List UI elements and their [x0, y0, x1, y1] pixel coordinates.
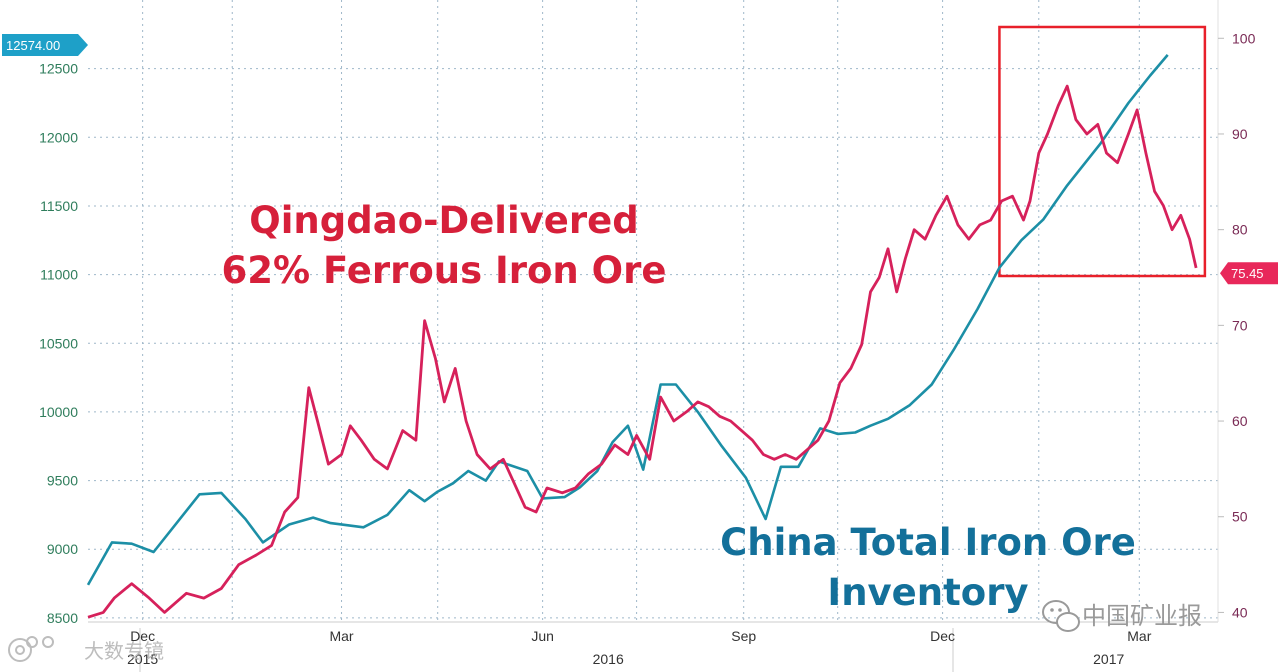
right-axis-ticks: 40 50 60 70 80 90 100 — [1218, 30, 1256, 620]
x-tick-label: Jun — [531, 628, 554, 644]
x-year-label: 2015 — [127, 651, 158, 667]
left-value-tag-label: 12574.00 — [6, 38, 60, 53]
x-axis-ticks: Dec Mar Jun Sep Dec Mar 2015 2016 2017 — [127, 628, 1152, 667]
wechat-icon — [1042, 600, 1080, 632]
left-tick-label: 11500 — [40, 198, 78, 214]
x-tick-label: Dec — [130, 628, 155, 644]
left-tick-label: 9000 — [47, 541, 78, 557]
left-value-tag-shape — [2, 34, 88, 56]
x-year-label: 2016 — [593, 651, 624, 667]
right-tick-label: 100 — [1232, 30, 1256, 46]
watermark-bottom-right-text: 中国矿业报 — [1082, 602, 1202, 630]
x-year-label: 2017 — [1093, 651, 1124, 667]
gridlines — [88, 0, 1218, 622]
axes — [88, 0, 1219, 672]
series-lines — [86, 54, 1198, 619]
left-tick-label: 9500 — [47, 473, 78, 489]
right-tick-label: 60 — [1232, 413, 1248, 429]
right-tick-label: 70 — [1232, 317, 1248, 333]
watermark-bottom-left-text: 大数专镜 — [84, 639, 164, 663]
annotation-red-line1: Qingdao-Delivered — [249, 199, 638, 242]
annotation-blue-line1: China Total Iron Ore — [720, 521, 1136, 564]
inventory-series-line — [86, 54, 1169, 586]
right-value-tag-shape — [1220, 262, 1278, 285]
x-tick-label: Mar — [1127, 628, 1151, 644]
left-tick-label: 10500 — [39, 335, 78, 351]
left-tick-label: 8500 — [47, 610, 78, 626]
left-axis-ticks: 8500 9000 9500 10000 10500 11000 11500 12000 125… — [39, 61, 78, 626]
right-value-tag-label: 75.45 — [1231, 266, 1264, 281]
right-tick-label: 80 — [1232, 222, 1248, 238]
left-tick-label: 11000 — [40, 267, 78, 283]
right-tick-label: 40 — [1232, 604, 1248, 620]
x-tick-label: Mar — [329, 628, 353, 644]
watermark-bottom-left: 大数专镜 — [8, 636, 164, 663]
x-tick-label: Sep — [731, 628, 756, 644]
annotation-blue-line2: Inventory — [827, 571, 1028, 614]
x-tick-label: Dec — [930, 628, 955, 644]
ore-price-series-line — [87, 84, 1198, 619]
left-tick-label: 10000 — [39, 404, 78, 420]
right-current-value-tag: 75.45 — [1220, 262, 1278, 285]
left-tick-label: 12000 — [39, 129, 78, 145]
right-tick-label: 50 — [1232, 509, 1248, 525]
watermark-bottom-right: 中国矿业报 — [1042, 600, 1202, 632]
highlight-box — [998, 25, 1207, 278]
right-tick-label: 90 — [1232, 126, 1248, 142]
left-current-value-tag: 12574.00 — [2, 34, 88, 56]
camera-logo-icon — [8, 636, 54, 662]
left-tick-label: 12500 — [39, 61, 78, 77]
annotation-red-line2: 62% Ferrous Iron Ore — [222, 249, 667, 292]
